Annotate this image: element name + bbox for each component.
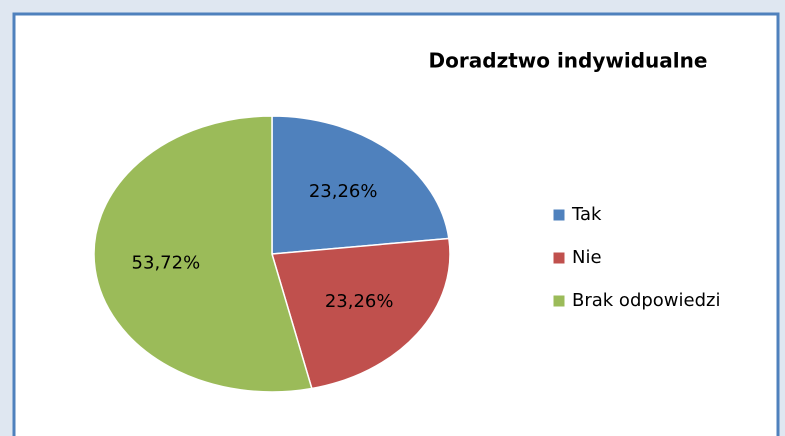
legend-swatch — [552, 294, 566, 308]
legend-swatch — [552, 251, 566, 265]
pie-slice — [271, 237, 451, 390]
pie-slice — [271, 115, 450, 255]
chart-title: Doradztwo indywidualne — [429, 49, 708, 73]
legend-label: Brak odpowiedzi — [572, 290, 720, 311]
pie-slice — [93, 115, 313, 393]
data-label: 23,26% — [309, 181, 378, 202]
legend-label: Nie — [572, 247, 602, 268]
legend-swatch — [552, 208, 566, 222]
data-label: 23,26% — [325, 291, 394, 312]
legend-label: Tak — [571, 204, 602, 225]
frame — [12, 12, 780, 436]
data-label: 53,72% — [132, 252, 201, 273]
